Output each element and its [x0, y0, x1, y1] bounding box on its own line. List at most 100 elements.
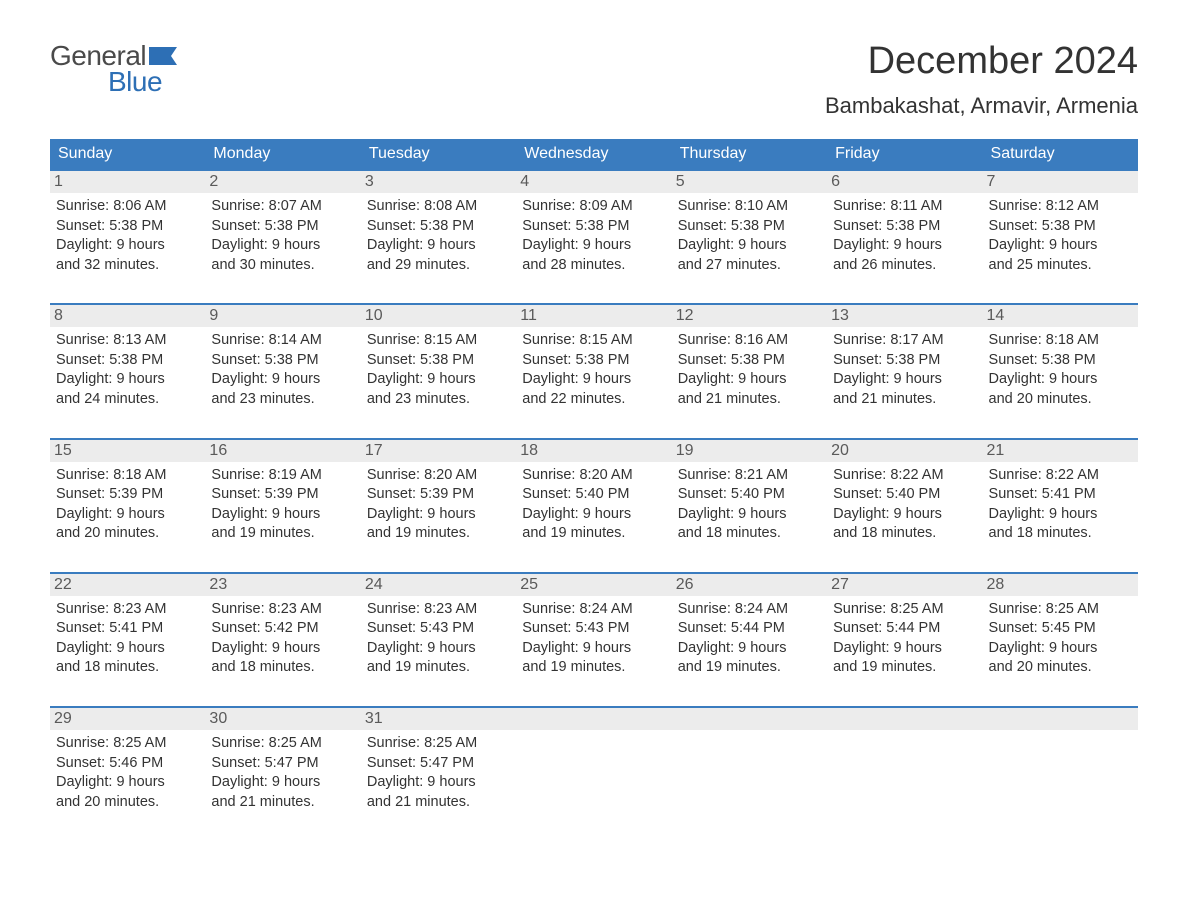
calendar-cell: 25Sunrise: 8:24 AMSunset: 5:43 PMDayligh…	[516, 574, 671, 688]
day-number: 13	[827, 305, 982, 327]
calendar-cell: 1Sunrise: 8:06 AMSunset: 5:38 PMDaylight…	[50, 171, 205, 285]
sunset-line: Sunset: 5:45 PM	[989, 619, 1132, 639]
sunrise-line: Sunrise: 8:19 AM	[211, 466, 354, 486]
daylight-line-1: Daylight: 9 hours	[989, 236, 1132, 256]
sunrise-line: Sunrise: 8:07 AM	[211, 197, 354, 217]
sunset-line: Sunset: 5:38 PM	[211, 351, 354, 371]
daylight-line-2: and 20 minutes.	[989, 390, 1132, 410]
day-header: Friday	[827, 139, 982, 169]
sunset-line: Sunset: 5:44 PM	[833, 619, 976, 639]
day-header: Tuesday	[361, 139, 516, 169]
daylight-line-2: and 28 minutes.	[522, 256, 665, 276]
calendar-cell: 30Sunrise: 8:25 AMSunset: 5:47 PMDayligh…	[205, 708, 360, 822]
sunset-line: Sunset: 5:40 PM	[522, 485, 665, 505]
daylight-line-2: and 26 minutes.	[833, 256, 976, 276]
sunrise-line: Sunrise: 8:18 AM	[56, 466, 199, 486]
daylight-line-1: Daylight: 9 hours	[989, 505, 1132, 525]
daylight-line-1: Daylight: 9 hours	[367, 236, 510, 256]
daylight-line-2: and 24 minutes.	[56, 390, 199, 410]
day-number: 6	[827, 171, 982, 193]
location-text: Bambakashat, Armavir, Armenia	[825, 93, 1138, 119]
day-header: Sunday	[50, 139, 205, 169]
sunrise-line: Sunrise: 8:12 AM	[989, 197, 1132, 217]
daylight-line-2: and 20 minutes.	[989, 658, 1132, 678]
calendar-cell: 29Sunrise: 8:25 AMSunset: 5:46 PMDayligh…	[50, 708, 205, 822]
daylight-line-2: and 29 minutes.	[367, 256, 510, 276]
sunset-line: Sunset: 5:46 PM	[56, 754, 199, 774]
daylight-line-2: and 27 minutes.	[678, 256, 821, 276]
day-number: 17	[361, 440, 516, 462]
sunset-line: Sunset: 5:38 PM	[833, 217, 976, 237]
sunrise-line: Sunrise: 8:23 AM	[211, 600, 354, 620]
day-header-row: SundayMondayTuesdayWednesdayThursdayFrid…	[50, 139, 1138, 169]
sunrise-line: Sunrise: 8:24 AM	[522, 600, 665, 620]
sunrise-line: Sunrise: 8:24 AM	[678, 600, 821, 620]
daylight-line-1: Daylight: 9 hours	[833, 370, 976, 390]
day-number: 2	[205, 171, 360, 193]
day-number	[827, 708, 982, 730]
day-header: Monday	[205, 139, 360, 169]
sunrise-line: Sunrise: 8:23 AM	[56, 600, 199, 620]
daylight-line-2: and 22 minutes.	[522, 390, 665, 410]
daylight-line-1: Daylight: 9 hours	[56, 236, 199, 256]
day-number: 21	[983, 440, 1138, 462]
daylight-line-1: Daylight: 9 hours	[833, 505, 976, 525]
title-block: December 2024 Bambakashat, Armavir, Arme…	[825, 40, 1138, 119]
daylight-line-1: Daylight: 9 hours	[678, 370, 821, 390]
sunrise-line: Sunrise: 8:21 AM	[678, 466, 821, 486]
sunrise-line: Sunrise: 8:10 AM	[678, 197, 821, 217]
logo: General Blue	[50, 40, 177, 98]
sunrise-line: Sunrise: 8:09 AM	[522, 197, 665, 217]
sunset-line: Sunset: 5:44 PM	[678, 619, 821, 639]
sunrise-line: Sunrise: 8:08 AM	[367, 197, 510, 217]
daylight-line-2: and 19 minutes.	[833, 658, 976, 678]
day-number: 8	[50, 305, 205, 327]
day-number: 9	[205, 305, 360, 327]
sunrise-line: Sunrise: 8:11 AM	[833, 197, 976, 217]
calendar-cell: 3Sunrise: 8:08 AMSunset: 5:38 PMDaylight…	[361, 171, 516, 285]
day-number: 12	[672, 305, 827, 327]
calendar-cell: 10Sunrise: 8:15 AMSunset: 5:38 PMDayligh…	[361, 305, 516, 419]
sunset-line: Sunset: 5:38 PM	[833, 351, 976, 371]
day-number: 23	[205, 574, 360, 596]
calendar-cell: 4Sunrise: 8:09 AMSunset: 5:38 PMDaylight…	[516, 171, 671, 285]
daylight-line-1: Daylight: 9 hours	[367, 505, 510, 525]
daylight-line-2: and 19 minutes.	[367, 658, 510, 678]
calendar-cell: 7Sunrise: 8:12 AMSunset: 5:38 PMDaylight…	[983, 171, 1138, 285]
daylight-line-2: and 18 minutes.	[56, 658, 199, 678]
calendar-cell: 2Sunrise: 8:07 AMSunset: 5:38 PMDaylight…	[205, 171, 360, 285]
day-number: 25	[516, 574, 671, 596]
day-number: 16	[205, 440, 360, 462]
daylight-line-2: and 19 minutes.	[367, 524, 510, 544]
sunrise-line: Sunrise: 8:15 AM	[367, 331, 510, 351]
week-row: 22Sunrise: 8:23 AMSunset: 5:41 PMDayligh…	[50, 572, 1138, 688]
week-row: 1Sunrise: 8:06 AMSunset: 5:38 PMDaylight…	[50, 169, 1138, 285]
day-number: 19	[672, 440, 827, 462]
calendar-cell: 6Sunrise: 8:11 AMSunset: 5:38 PMDaylight…	[827, 171, 982, 285]
daylight-line-2: and 21 minutes.	[833, 390, 976, 410]
daylight-line-2: and 19 minutes.	[522, 658, 665, 678]
daylight-line-1: Daylight: 9 hours	[367, 773, 510, 793]
sunset-line: Sunset: 5:38 PM	[522, 217, 665, 237]
sunrise-line: Sunrise: 8:23 AM	[367, 600, 510, 620]
day-number	[516, 708, 671, 730]
calendar-cell: 13Sunrise: 8:17 AMSunset: 5:38 PMDayligh…	[827, 305, 982, 419]
calendar-cell: 15Sunrise: 8:18 AMSunset: 5:39 PMDayligh…	[50, 440, 205, 554]
calendar-cell: 19Sunrise: 8:21 AMSunset: 5:40 PMDayligh…	[672, 440, 827, 554]
day-number: 26	[672, 574, 827, 596]
daylight-line-2: and 18 minutes.	[678, 524, 821, 544]
sunset-line: Sunset: 5:38 PM	[367, 351, 510, 371]
calendar-cell: 26Sunrise: 8:24 AMSunset: 5:44 PMDayligh…	[672, 574, 827, 688]
daylight-line-1: Daylight: 9 hours	[211, 773, 354, 793]
daylight-line-2: and 21 minutes.	[367, 793, 510, 813]
calendar-cell: 5Sunrise: 8:10 AMSunset: 5:38 PMDaylight…	[672, 171, 827, 285]
sunrise-line: Sunrise: 8:20 AM	[522, 466, 665, 486]
logo-word-blue: Blue	[108, 66, 177, 98]
daylight-line-2: and 18 minutes.	[989, 524, 1132, 544]
daylight-line-2: and 19 minutes.	[211, 524, 354, 544]
day-number: 28	[983, 574, 1138, 596]
daylight-line-2: and 20 minutes.	[56, 793, 199, 813]
daylight-line-2: and 25 minutes.	[989, 256, 1132, 276]
sunset-line: Sunset: 5:41 PM	[56, 619, 199, 639]
calendar: SundayMondayTuesdayWednesdayThursdayFrid…	[50, 139, 1138, 822]
